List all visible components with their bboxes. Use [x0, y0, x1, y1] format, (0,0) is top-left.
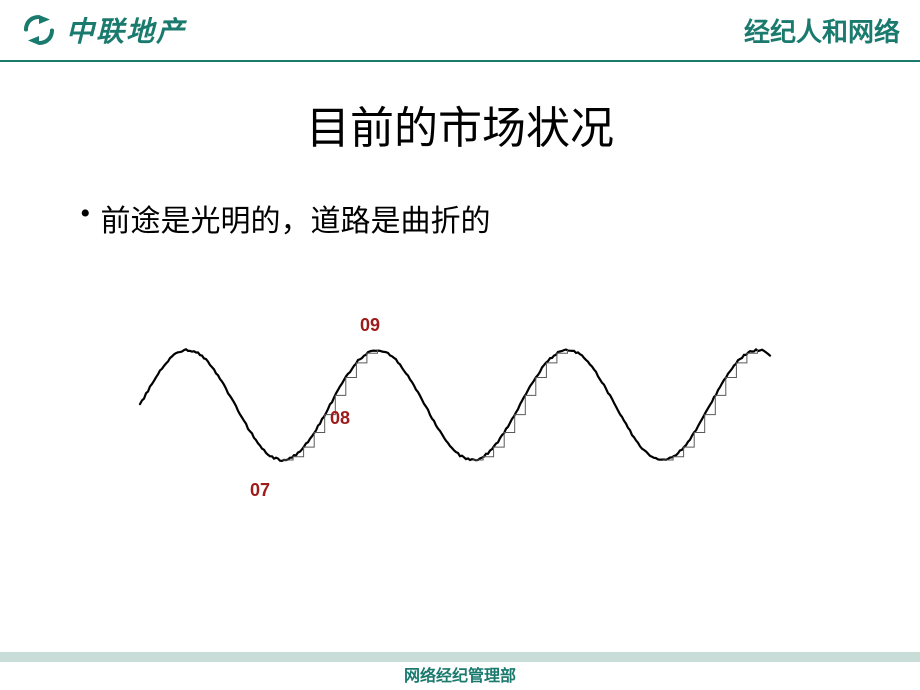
wave-label-08: 08 [330, 408, 350, 429]
bullet-item: • 前途是光明的，道路是曲折的 [80, 196, 870, 240]
header-right-text: 经纪人和网络 [744, 12, 900, 49]
logo-icon [20, 11, 58, 49]
footer-text: 网络经纪管理部 [0, 662, 920, 686]
logo-area: 中联地产 [20, 10, 186, 50]
header: 中联地产 经纪人和网络 [0, 0, 920, 60]
logo-text: 中联地产 [66, 10, 186, 50]
wave-label-07: 07 [250, 480, 270, 501]
wave-chart: 090807 [130, 330, 780, 530]
wave-label-09: 09 [360, 315, 380, 336]
content-area: 目前的市场状况 • 前途是光明的，道路是曲折的 [0, 62, 920, 240]
slide-title: 目前的市场状况 [50, 92, 870, 156]
bullet-text: 前途是光明的，道路是曲折的 [101, 196, 491, 240]
bullet-dot-icon: • [80, 196, 91, 232]
footer-gap [0, 652, 920, 662]
